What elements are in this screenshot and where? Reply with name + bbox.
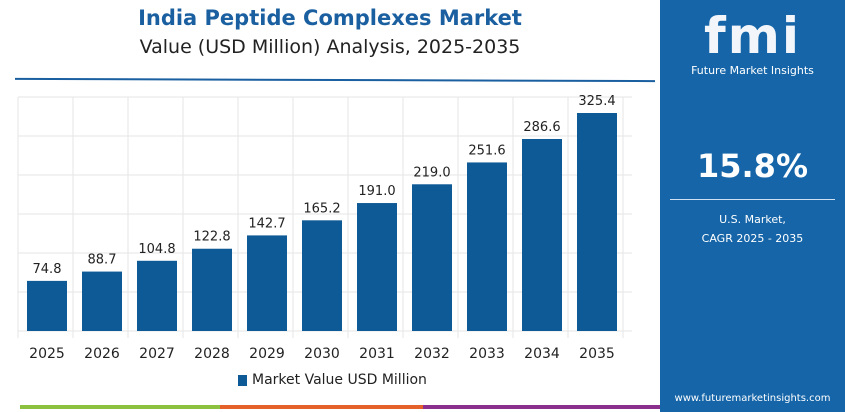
x-tick-label: 2026 bbox=[84, 346, 120, 362]
bar bbox=[302, 220, 342, 331]
info-panel: fmi Future Market Insights 15.8% U.S. Ma… bbox=[660, 0, 845, 412]
bar bbox=[577, 113, 617, 331]
data-label: 191.0 bbox=[358, 184, 395, 199]
accent-strip-green bbox=[20, 405, 220, 409]
bar bbox=[412, 184, 452, 331]
cagr-period: CAGR 2025 - 2035 bbox=[701, 232, 804, 245]
legend: Market Value USD Million bbox=[238, 372, 427, 388]
brand-name: Future Market Insights bbox=[691, 64, 814, 77]
accent-strip-orange bbox=[220, 405, 423, 409]
bar bbox=[137, 260, 177, 331]
chart-title: India Peptide Complexes Market bbox=[138, 6, 522, 30]
bar bbox=[467, 162, 507, 331]
bar bbox=[27, 280, 67, 331]
x-tick-label: 2030 bbox=[304, 346, 340, 362]
data-label: 88.7 bbox=[88, 253, 117, 268]
data-label: 142.7 bbox=[248, 216, 285, 231]
fmi-logo: fmi bbox=[704, 7, 801, 65]
x-tick-label: 2033 bbox=[469, 346, 505, 362]
data-label: 286.6 bbox=[523, 120, 560, 135]
bar-chart: 74.8 2025 88.7 2026 104.8 2027 122.8 2028 142.7 2… bbox=[17, 94, 632, 362]
market-label: U.S. Market, bbox=[719, 213, 786, 226]
data-label: 251.6 bbox=[468, 143, 505, 158]
website-link[interactable]: www.futuremarketinsights.com bbox=[674, 393, 831, 404]
legend-swatch bbox=[238, 374, 247, 386]
x-tick-label: 2025 bbox=[29, 346, 65, 362]
bar bbox=[247, 235, 287, 331]
accent-strip-purple bbox=[423, 405, 660, 409]
data-label: 104.8 bbox=[138, 242, 175, 257]
x-tick-label: 2035 bbox=[579, 346, 615, 362]
bar bbox=[357, 203, 397, 331]
bar bbox=[82, 271, 122, 331]
bar bbox=[192, 248, 232, 331]
data-label: 219.0 bbox=[413, 165, 450, 180]
x-tick-label: 2031 bbox=[359, 346, 395, 362]
x-tick-label: 2028 bbox=[194, 346, 230, 362]
x-tick-label: 2034 bbox=[524, 346, 560, 362]
legend-label: Market Value USD Million bbox=[252, 372, 427, 388]
panel-divider bbox=[670, 199, 835, 200]
data-label: 74.8 bbox=[33, 262, 62, 277]
cagr-value: 15.8% bbox=[696, 147, 808, 185]
data-label: 122.8 bbox=[193, 230, 230, 245]
chart-subtitle: Value (USD Million) Analysis, 2025-2035 bbox=[139, 36, 521, 58]
data-label: 165.2 bbox=[303, 201, 340, 216]
x-tick-label: 2027 bbox=[139, 346, 175, 362]
x-tick-label: 2032 bbox=[414, 346, 450, 362]
bar bbox=[522, 138, 562, 331]
data-label: 325.4 bbox=[578, 94, 615, 109]
x-tick-label: 2029 bbox=[249, 346, 285, 362]
